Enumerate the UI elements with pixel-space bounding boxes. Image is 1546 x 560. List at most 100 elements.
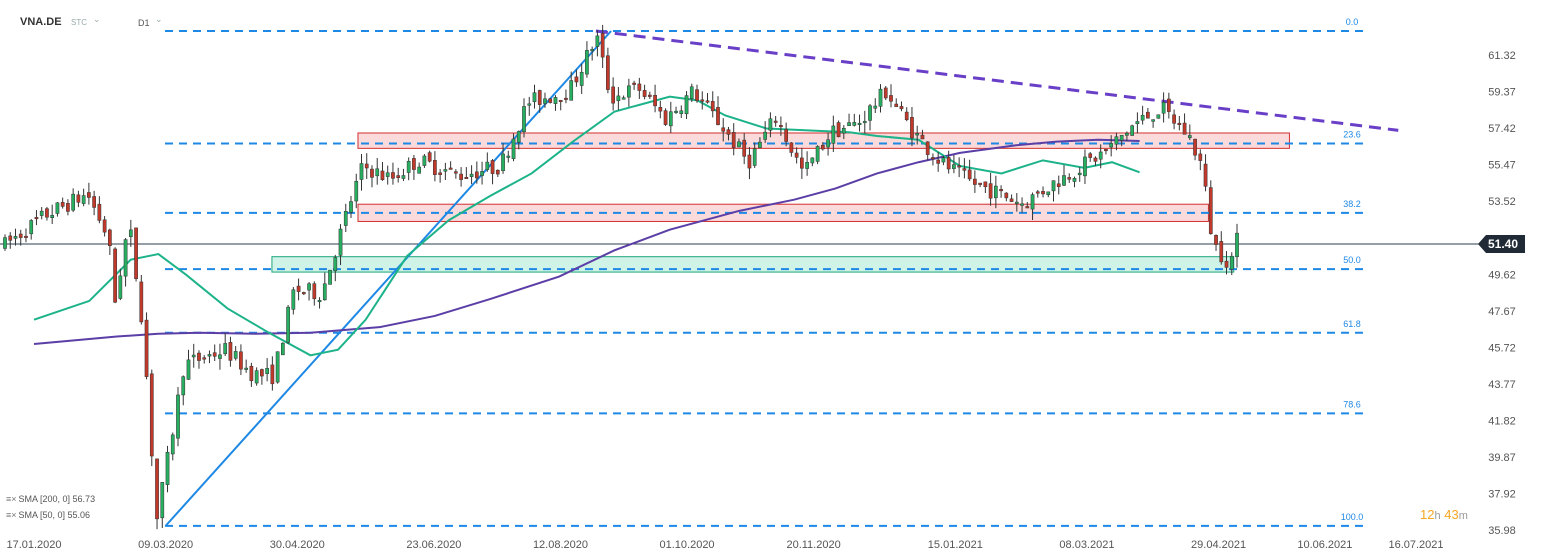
candle-body <box>144 319 149 377</box>
x-tick-label: 30.04.2020 <box>270 539 325 551</box>
candle-body <box>66 203 70 212</box>
candle-body <box>39 210 44 216</box>
instrument-type[interactable]: STC <box>71 18 87 27</box>
candle-body <box>433 160 437 175</box>
candle-body <box>480 171 484 176</box>
sma200-line <box>33 138 1140 346</box>
candle-body <box>391 172 395 179</box>
session-timer: 12h 43m <box>1420 507 1468 522</box>
candle-body <box>805 162 809 169</box>
candle-body <box>265 368 269 374</box>
candle-body <box>212 352 217 357</box>
indicator-menu-icon[interactable]: ≡× <box>6 494 17 504</box>
candle-body <box>810 157 815 164</box>
candle-body <box>674 110 678 113</box>
candle-body <box>684 95 689 115</box>
candle-body <box>1083 156 1087 177</box>
candle-body <box>71 193 76 211</box>
candle-body <box>427 152 432 162</box>
x-tick-label: 23.06.2020 <box>406 539 461 551</box>
candle-body <box>1172 114 1176 124</box>
candle-body <box>936 159 941 164</box>
candle-body <box>296 285 301 292</box>
candle-body <box>495 169 500 175</box>
candle-body <box>815 146 820 162</box>
candle-body <box>595 35 600 47</box>
candle-body <box>1051 180 1056 192</box>
candle-body <box>181 376 186 396</box>
candle-body <box>155 458 159 520</box>
legend-sma200[interactable]: ≡× SMA [200, 0] 56.73 <box>6 494 95 504</box>
candle-body <box>438 172 442 175</box>
candle-body <box>312 283 317 300</box>
candle-body <box>333 257 338 272</box>
candle-body <box>260 369 264 377</box>
candle-body <box>170 434 175 455</box>
candle-body <box>873 105 878 109</box>
y-tick-label: 41.82 <box>1488 416 1516 428</box>
candle-body <box>1035 191 1040 194</box>
candle-body <box>999 189 1003 192</box>
sma50-line <box>33 95 1140 357</box>
y-tick-label: 35.98 <box>1488 525 1516 537</box>
last-price-label: 51.40 <box>1488 237 1518 251</box>
timer-minutes: 43 <box>1444 507 1459 522</box>
candle-body <box>532 92 537 103</box>
candle-body <box>862 121 867 124</box>
candle-body <box>454 171 458 174</box>
candle-body <box>1062 175 1066 186</box>
candle-body <box>721 127 726 132</box>
candle-body <box>354 180 359 202</box>
candle-body <box>249 365 254 382</box>
candle-body <box>469 173 474 177</box>
candle-body <box>768 118 773 131</box>
symbol-label[interactable]: VNA.DE <box>20 16 62 28</box>
candle-body <box>731 132 736 148</box>
candle-body <box>516 131 521 143</box>
candle-body <box>412 158 416 170</box>
candle-body <box>1229 255 1234 270</box>
candle-body <box>1130 125 1134 136</box>
candle-body <box>1098 151 1103 160</box>
candle-body <box>564 97 568 100</box>
candle-body <box>1198 153 1203 161</box>
candle-body <box>275 351 280 383</box>
y-tick-label: 39.87 <box>1488 452 1516 464</box>
candle-body <box>1067 177 1072 180</box>
candle-body <box>883 87 888 99</box>
candle-body <box>396 175 401 178</box>
candle-body <box>1109 143 1114 148</box>
indicator-menu-icon[interactable]: ≡× <box>6 510 17 520</box>
candle-body <box>13 236 18 239</box>
candle-body <box>118 275 123 299</box>
candle-body <box>553 97 558 104</box>
x-tick-label: 17.01.2020 <box>6 539 61 551</box>
candle-body <box>139 281 144 323</box>
candle-body <box>1161 102 1166 114</box>
candle-body <box>742 139 747 157</box>
timeframe-dropdown-icon[interactable]: ⌄ <box>155 14 163 24</box>
timeframe-label[interactable]: D1 <box>138 18 150 28</box>
candle-body <box>1146 111 1150 119</box>
candle-body <box>600 33 605 58</box>
legend-sma200-label: SMA [200, 0] 56.73 <box>18 494 96 504</box>
candle-body <box>527 103 532 106</box>
candle-body <box>244 367 249 370</box>
candle-body <box>763 131 768 140</box>
candle-body <box>1046 191 1051 195</box>
candle-body <box>831 125 836 144</box>
timer-hours: 12 <box>1420 507 1435 522</box>
candle-body <box>899 106 904 110</box>
downtrend-line[interactable] <box>595 29 1399 132</box>
candle-body <box>239 351 243 370</box>
x-tick-label: 15.01.2021 <box>928 539 983 551</box>
type-dropdown-icon[interactable]: ⌄ <box>93 14 101 24</box>
candle-body <box>1004 192 1009 199</box>
candle-body <box>328 269 332 285</box>
y-tick-label: 53.52 <box>1488 196 1516 208</box>
legend-sma50[interactable]: ≡× SMA [50, 0] 55.06 <box>6 510 90 520</box>
candle-body <box>291 289 296 310</box>
candle-body <box>637 83 642 91</box>
uptrend-line[interactable] <box>164 30 612 527</box>
